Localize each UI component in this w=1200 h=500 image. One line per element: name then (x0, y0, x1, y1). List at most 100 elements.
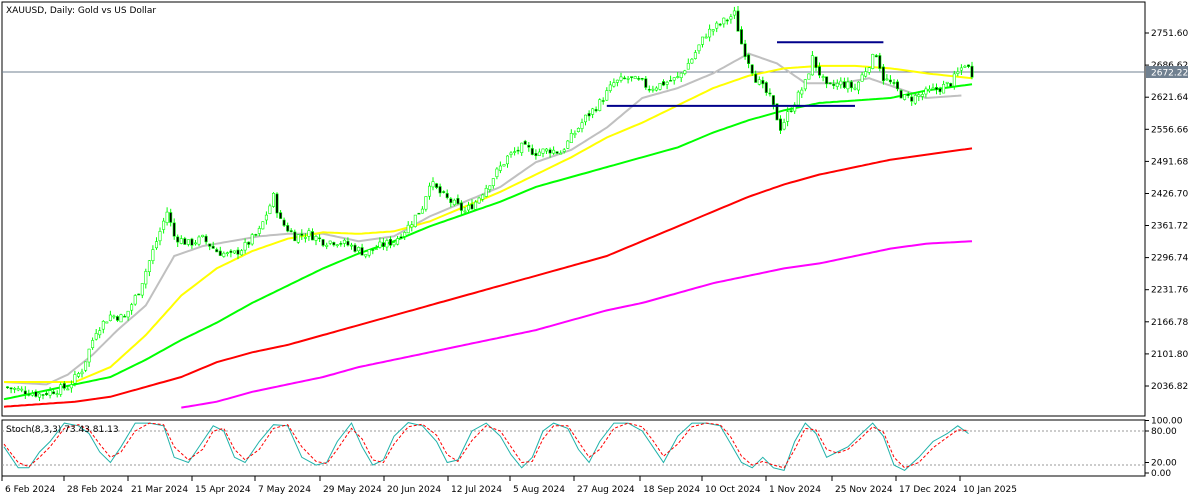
candle-body (803, 79, 807, 90)
candle-body (917, 94, 921, 97)
candle-body (541, 148, 545, 154)
candle-body (435, 183, 439, 188)
candle-body (190, 238, 194, 246)
candle-body (413, 214, 417, 227)
candle-body (899, 90, 903, 99)
candle-body (328, 240, 332, 244)
candle-body (722, 17, 726, 25)
candle-body (708, 28, 712, 38)
candle-body (970, 65, 974, 78)
candle-body (388, 238, 392, 246)
time-tick-label: 7 May 2024 (258, 485, 311, 495)
candle-body (172, 222, 176, 237)
candle-body (215, 249, 219, 253)
candle-body (548, 149, 552, 154)
candle-body (920, 94, 924, 97)
candle-body (44, 392, 48, 396)
moving-averages (3, 52, 973, 409)
candle-body (403, 232, 407, 237)
candle-body (892, 82, 896, 84)
time-tick-label: 28 Feb 2024 (67, 485, 123, 495)
candle-body (817, 66, 821, 76)
candle-body (676, 76, 680, 78)
candle-body (509, 152, 513, 155)
price-axis: 2751.602686.622621.642556.662491.682426.… (1145, 29, 1188, 392)
price-tick-label: 2296.74 (1151, 254, 1188, 264)
candle-body (158, 231, 162, 242)
candle-body (406, 224, 410, 234)
candle-body (736, 10, 740, 32)
candle-body (169, 212, 173, 223)
candle-body (470, 203, 474, 210)
candle-body (268, 205, 272, 214)
candle-body (286, 225, 290, 232)
candle-body (197, 236, 201, 245)
candle-body (30, 393, 34, 396)
candle-body (119, 314, 123, 323)
candle-body (782, 122, 786, 130)
candle-body (16, 388, 20, 391)
time-tick-label: 20 Jun 2024 (387, 485, 441, 495)
candle-body (211, 245, 215, 249)
moving-average-line-3 (3, 147, 973, 408)
candle-body (700, 36, 704, 45)
candle-body (20, 388, 24, 391)
candle-body (261, 221, 265, 230)
candle-body (94, 333, 98, 340)
candle-body (835, 83, 839, 87)
stoch-main-line (3, 422, 969, 472)
candle-body (715, 22, 719, 29)
candle-body (466, 205, 470, 211)
candle-body (729, 16, 733, 20)
stoch-tick-label: 0.00 (1151, 469, 1171, 479)
price-tick-label: 2036.82 (1151, 382, 1188, 392)
candle-body (605, 90, 609, 101)
candle-body (346, 240, 350, 246)
candle-body (771, 95, 775, 106)
candle-body (116, 316, 120, 321)
candle-body (357, 247, 361, 252)
candle-body (179, 238, 183, 244)
candle-body (778, 118, 782, 131)
candle-body (91, 340, 95, 348)
candle-body (218, 250, 222, 256)
candle-body (622, 77, 626, 80)
candle-body (417, 212, 421, 215)
candle-body (800, 89, 804, 95)
candle-body (6, 386, 10, 389)
candle-body (364, 254, 368, 257)
candle-body (264, 214, 268, 221)
candle-body (732, 10, 736, 16)
time-tick-label: 25 Nov 2024 (835, 485, 893, 495)
candle-body (254, 234, 258, 236)
candle-body (481, 194, 485, 200)
candle-body (332, 242, 336, 246)
candle-body (768, 92, 772, 95)
candle-body (162, 220, 166, 230)
candle-body (449, 198, 453, 203)
candle-body (807, 73, 811, 80)
candle-body (459, 202, 463, 211)
candle-body (725, 19, 729, 22)
candle-body (445, 193, 449, 198)
candle-body (856, 81, 860, 91)
candle-body (601, 100, 605, 102)
candle-body (37, 393, 41, 398)
time-tick-label: 29 May 2024 (323, 485, 382, 495)
price-tick-label: 2556.66 (1151, 125, 1188, 135)
candle-body (176, 236, 180, 243)
candle-body (484, 188, 488, 197)
candle-body (349, 244, 353, 247)
candle-body (910, 96, 914, 102)
candle-body (325, 244, 329, 247)
candle-body (523, 140, 527, 145)
candle-body (644, 78, 648, 88)
current-price-badge (1146, 66, 1188, 78)
candle-body (594, 109, 598, 112)
candle-body (612, 82, 616, 87)
price-tick-label: 2101.80 (1151, 350, 1188, 360)
candle-body (456, 198, 460, 205)
candle-body (502, 164, 506, 167)
candle-body (853, 87, 857, 90)
